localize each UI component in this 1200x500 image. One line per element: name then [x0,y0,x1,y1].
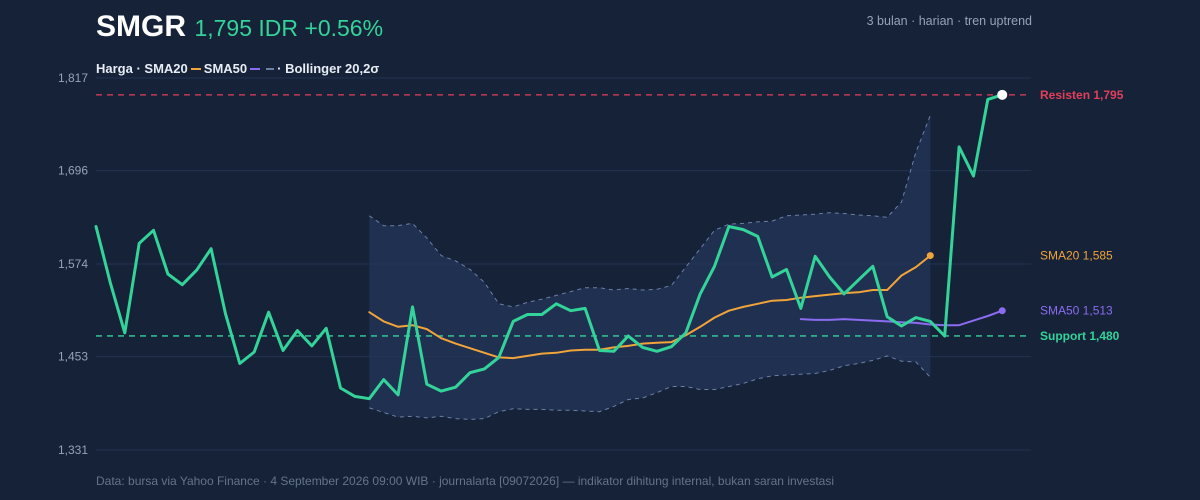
y-tick-label: 1,574 [58,257,88,271]
resistance-label: Resisten 1,795 [1040,88,1124,102]
bollinger-swatch [266,67,275,70]
sma50-swatch [250,67,261,70]
ticker-symbol: SMGR [96,10,186,43]
price-change: 1,795 IDR +0.56% [194,15,384,41]
y-tick-label: 1,453 [58,350,88,364]
sma20-end-marker [926,252,934,260]
chart-header: SMGR 1,795 IDR +0.56% [96,10,383,44]
sma50-line [799,309,1004,327]
sma20-end-label: SMA20 1,585 [1040,249,1113,263]
chart-legend: Harga · SMA20 SMA50 · Bollinger 20,2σ [96,61,379,76]
price-end-marker [997,89,1008,100]
legend-harga: Harga · [96,61,141,76]
sma50-end-marker [998,307,1006,315]
price-line [94,93,1004,401]
support-label: Support 1,480 [1040,329,1120,343]
bollinger-band-area [369,115,931,420]
bollinger-upper-line [369,115,931,308]
legend-sma50: SMA50 [203,61,248,76]
sma20-swatch [190,67,201,70]
chart-meta: 3 bulan · harian · tren uptrend [866,14,1032,28]
sma50-end-label: SMA50 1,513 [1040,304,1113,318]
y-tick-label: 1,331 [58,443,88,457]
legend-sma20: SMA20 [144,61,188,76]
y-tick-label: 1,817 [58,71,88,85]
legend-bollinger: · Bollinger 20,2σ [277,61,380,76]
chart-footer: Data: bursa via Yahoo Finance · 4 Septem… [96,474,834,488]
y-tick-label: 1,696 [58,164,88,178]
sma20-line [368,254,932,360]
